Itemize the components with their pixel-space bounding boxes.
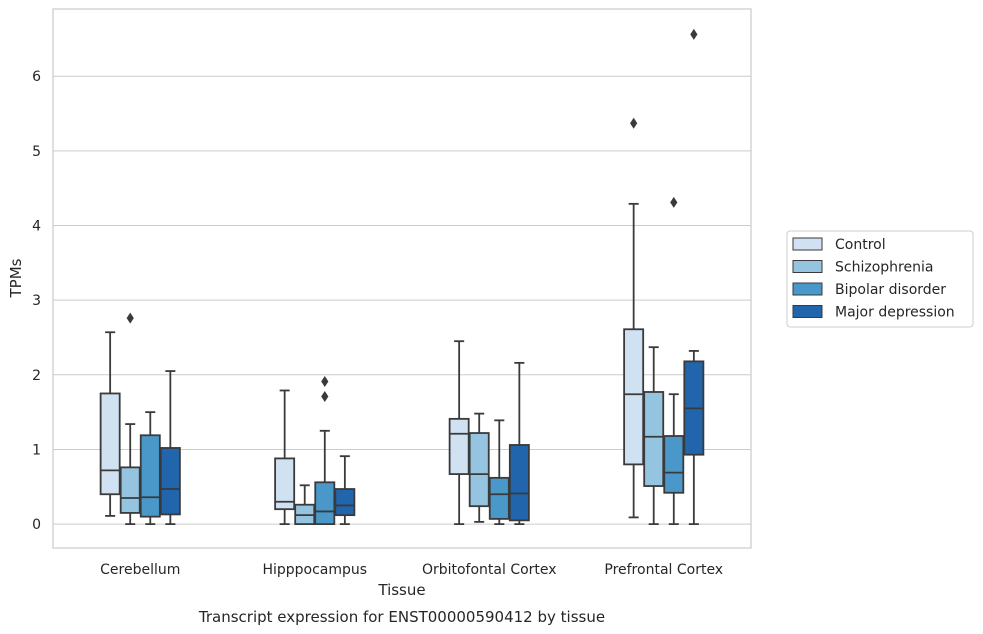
boxes-layer (99, 28, 705, 526)
box-body (448, 417, 470, 475)
legend: Control Schizophrenia Bipolar disorder Majo… (786, 230, 974, 328)
plot-frame (52, 8, 752, 549)
y-axis-ticks: 0 1 2 3 4 5 6 (32, 69, 41, 533)
outlier-marker (670, 196, 678, 208)
outlier-marker (321, 376, 329, 388)
outlier-marker (690, 28, 698, 40)
legend-entry-label: Bipolar disorder (835, 282, 946, 298)
box-schizophrenia (643, 346, 665, 526)
box-bipolar-disorder (314, 376, 336, 526)
legend-swatch (792, 237, 823, 251)
box-body (139, 434, 161, 518)
box-bipolar-disorder (663, 196, 685, 526)
y-tick-label: 6 (32, 69, 41, 85)
box-major-depression (159, 370, 181, 526)
x-tick-label: Cerebellum (100, 562, 180, 578)
box-bipolar-disorder (139, 411, 161, 526)
legend-entry-label: Major depression (835, 305, 955, 321)
legend-swatch (792, 305, 823, 318)
outlier-marker (321, 390, 329, 402)
box-control (623, 117, 645, 519)
box-schizophrenia (119, 312, 141, 526)
box-body (488, 476, 510, 520)
y-axis-label: TPMs (7, 258, 25, 298)
box-body (119, 466, 141, 514)
outlier-marker (630, 117, 638, 129)
box-control (274, 389, 296, 526)
box-bipolar-disorder (488, 419, 510, 526)
box-control (448, 340, 470, 526)
box-major-depression (508, 361, 530, 526)
box-body (508, 444, 530, 522)
box-body (643, 391, 665, 487)
box-body (468, 432, 490, 508)
box-body (314, 481, 336, 526)
legend-swatch (792, 282, 823, 296)
box-major-depression (683, 28, 705, 526)
box-body (623, 328, 645, 466)
x-axis-ticks: Cerebellum Hipppocampus Orbitofontal Corte… (100, 562, 723, 578)
y-tick-label: 4 (32, 218, 41, 234)
box-major-depression (334, 455, 356, 526)
y-tick-label: 5 (32, 144, 41, 160)
box-body (99, 392, 121, 496)
y-tick-label: 3 (32, 293, 41, 309)
outlier-marker (126, 312, 134, 324)
legend-entry-label: Schizophrenia (835, 260, 933, 276)
box-control (99, 331, 121, 517)
box-body (159, 447, 181, 516)
legend-swatch (792, 260, 823, 273)
x-tick-label: Hipppocampus (262, 562, 367, 578)
legend-frame (786, 230, 974, 328)
x-tick-label: Orbitofontal Cortex (422, 562, 557, 578)
x-axis-label: Tissue (377, 581, 425, 599)
box-body (334, 488, 356, 517)
y-tick-label: 0 (32, 517, 41, 533)
box-schizophrenia (468, 412, 490, 523)
box-body (274, 457, 296, 511)
box-body (663, 435, 685, 494)
legend-entry-label: Control (835, 237, 886, 253)
box-schizophrenia (294, 484, 316, 526)
y-tick-label: 2 (32, 368, 41, 384)
y-tick-label: 1 (32, 442, 41, 458)
x-tick-label: Prefrontal Cortex (604, 562, 723, 578)
chart-caption: Transcript expression for ENST0000059041… (198, 608, 605, 626)
